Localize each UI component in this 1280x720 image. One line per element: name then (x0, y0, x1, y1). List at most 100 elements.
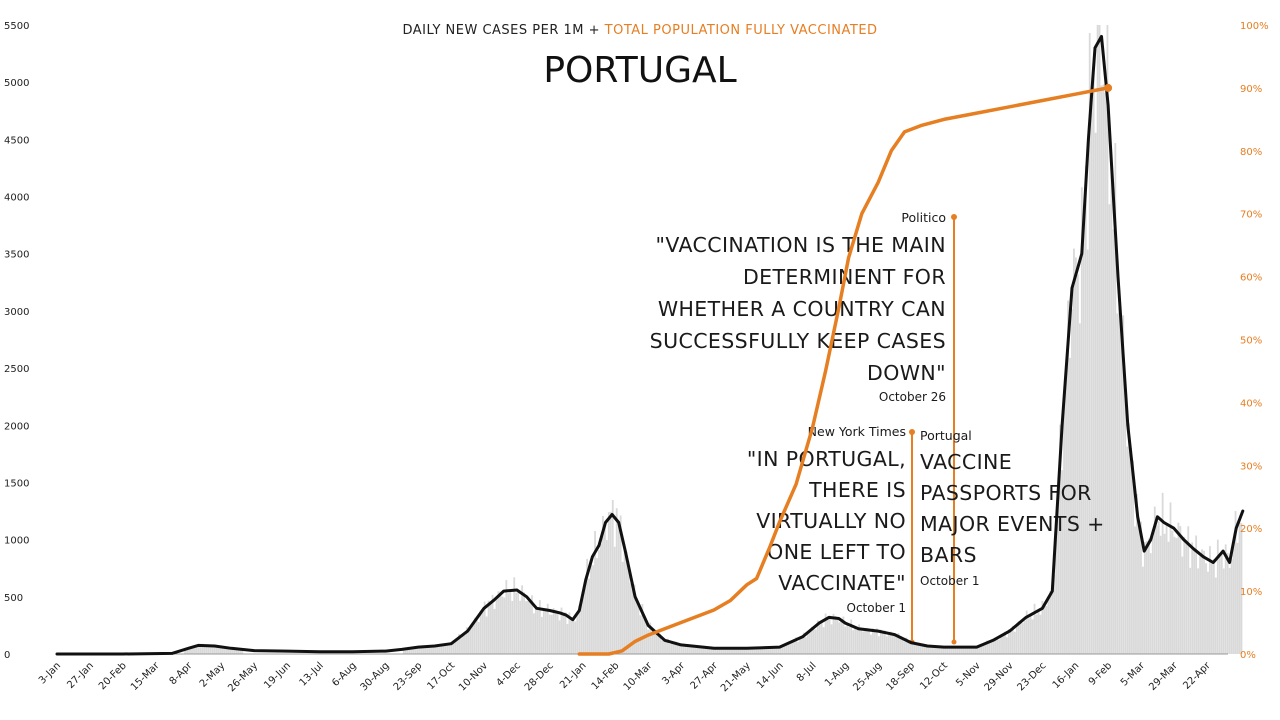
daily-case-bar (1043, 604, 1046, 654)
daily-case-bar (925, 647, 928, 654)
daily-case-bar (564, 612, 567, 654)
daily-case-bar (747, 647, 750, 654)
daily-case-bar (548, 614, 551, 654)
daily-case-bar (739, 647, 742, 654)
daily-case-bar (883, 630, 886, 654)
daily-case-bar (533, 613, 535, 654)
daily-case-bar (217, 646, 220, 654)
right-tick-label: 80% (1240, 147, 1262, 158)
daily-case-bar (1169, 502, 1172, 654)
daily-case-bar (665, 640, 667, 654)
vaccinated-series-line (577, 86, 1110, 656)
daily-case-bar (1234, 511, 1237, 654)
daily-case-bar (1061, 470, 1064, 654)
daily-case-bar (653, 632, 656, 654)
daily-case-bar (954, 647, 957, 654)
daily-case-bar (473, 617, 476, 654)
daily-case-bar (592, 565, 594, 654)
daily-case-bar (1179, 526, 1182, 654)
left-tick-label: 1000 (4, 536, 29, 547)
right-tick-label: 40% (1240, 398, 1262, 409)
daily-case-bar (454, 641, 457, 654)
daily-case-bar (527, 601, 529, 654)
daily-case-bar (410, 646, 413, 654)
left-tick-label: 2500 (4, 364, 29, 375)
daily-case-bar (420, 647, 423, 654)
daily-case-bar (1238, 519, 1241, 654)
vaccinated-series-end-point (1104, 83, 1113, 92)
daily-case-bar (197, 645, 200, 654)
daily-case-bar (1011, 625, 1014, 654)
daily-case-bar (1140, 521, 1142, 654)
right-tick-label: 20% (1240, 524, 1262, 535)
daily-case-bar (686, 646, 689, 654)
daily-case-bar (621, 561, 624, 654)
daily-case-bar (860, 630, 862, 654)
daily-case-bar (986, 640, 989, 654)
politico-marker-base (951, 639, 957, 645)
right-tick-label: 70% (1240, 210, 1262, 221)
daily-case-bar (868, 628, 870, 654)
nyt-source: New York Times (808, 424, 906, 439)
daily-case-bar (1132, 460, 1134, 654)
daily-case-bar (1167, 541, 1170, 654)
daily-case-bar (998, 639, 1000, 654)
daily-case-bar (471, 624, 474, 654)
daily-case-bar (1228, 567, 1231, 654)
daily-case-bar (761, 646, 764, 654)
daily-case-bar (830, 624, 833, 654)
daily-case-bar (205, 645, 208, 654)
daily-case-bar (732, 648, 734, 654)
daily-case-bar (596, 558, 598, 654)
subtitle-vaccinated: TOTAL POPULATION FULLY VACCINATED (604, 23, 878, 38)
daily-case-bar (948, 647, 951, 654)
daily-case-bar (1092, 60, 1095, 654)
daily-case-bar (515, 592, 518, 654)
daily-case-bar (741, 649, 744, 654)
daily-case-bar (856, 630, 859, 654)
daily-case-bar (655, 634, 658, 654)
daily-case-bar (525, 601, 527, 654)
daily-case-bar (1063, 389, 1065, 654)
daily-case-bar (1037, 610, 1040, 654)
daily-case-bar (580, 604, 583, 654)
daily-case-bar (544, 610, 547, 654)
daily-case-bar (820, 620, 823, 654)
daily-case-bar (763, 647, 766, 654)
politico-quote-line-1: "VACCINATION IS THE MAIN (656, 233, 946, 257)
daily-case-bar (1075, 257, 1077, 654)
daily-case-bar (521, 585, 524, 654)
daily-case-bar (840, 620, 843, 654)
daily-case-bar (785, 643, 788, 654)
daily-case-bar (1177, 522, 1180, 654)
daily-case-bar (558, 620, 561, 654)
daily-case-bar (753, 647, 756, 654)
daily-case-bar (893, 635, 896, 654)
daily-case-bar (1220, 550, 1223, 654)
daily-case-bar (1240, 523, 1243, 654)
daily-case-bar (422, 647, 425, 654)
daily-case-bar (233, 648, 236, 654)
daily-case-bar (881, 631, 884, 654)
daily-case-bar (710, 648, 713, 654)
daily-case-bar (1212, 559, 1215, 654)
daily-case-bar (1165, 523, 1168, 654)
daily-case-bar (1147, 538, 1150, 654)
daily-case-bar (669, 644, 671, 654)
daily-case-bar (688, 644, 691, 654)
daily-case-bar (698, 646, 701, 654)
daily-case-bar (897, 633, 900, 654)
daily-case-bar (602, 516, 604, 654)
left-tick-label: 3000 (4, 307, 29, 318)
daily-case-bar (879, 629, 882, 654)
right-tick-label: 90% (1240, 84, 1262, 95)
daily-case-bar (808, 629, 811, 654)
daily-case-bar (493, 608, 496, 654)
daily-case-bar (659, 634, 661, 654)
daily-case-bar (619, 515, 622, 654)
daily-case-bar (221, 648, 224, 654)
left-tick-label: 4000 (4, 193, 29, 204)
daily-case-bar (873, 630, 876, 654)
daily-case-bar (540, 616, 543, 654)
